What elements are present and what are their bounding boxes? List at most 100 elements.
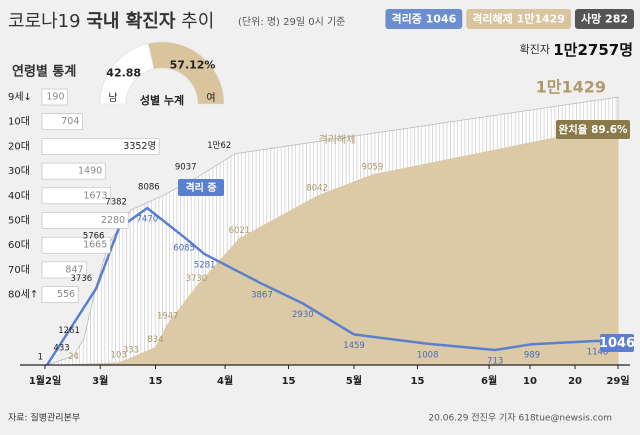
y-tick-label: 60대 <box>8 239 30 251</box>
x-tick-label: 15 <box>410 376 424 387</box>
y-tick-label: 50대 <box>8 215 30 227</box>
value-label: 847 <box>65 264 83 275</box>
total-value: 1만2757명 <box>553 41 633 59</box>
bar <box>41 286 79 303</box>
summary-item: 격리해제 1만1429 <box>466 9 571 29</box>
x-tick-label: 4월 <box>217 375 233 387</box>
bar <box>41 162 106 180</box>
value-label: 1만62 <box>207 141 231 151</box>
annotation: 완치율 89.6% <box>558 123 628 136</box>
value-label: 6021 <box>229 226 251 236</box>
end-label: 1만1429 <box>536 78 606 97</box>
age-title: 연령별 통계 <box>12 64 76 80</box>
value-label: 3352명 <box>123 141 156 152</box>
summary-text: 사망 282 <box>581 12 628 26</box>
summary-text: 격리해제 1만1429 <box>472 12 565 26</box>
x-tick-label: 5월 <box>346 375 362 387</box>
value-label: 24 <box>68 352 79 362</box>
summary-box <box>574 9 634 29</box>
value-label: 2280 <box>101 215 125 226</box>
bar <box>41 113 83 130</box>
y-tick-label: 9세↓ <box>8 91 32 103</box>
y-tick-label: 80세↑ <box>8 289 38 301</box>
value-label: 1665 <box>83 240 107 251</box>
bar <box>41 236 111 254</box>
value-label: 9059 <box>362 162 384 172</box>
source: 자료: 질병관리본부 <box>8 412 80 424</box>
value-label: 9037 <box>175 163 197 173</box>
x-tick-label: 20 <box>568 376 582 387</box>
value-label: 1673 <box>83 190 107 201</box>
value-label: 5281 <box>194 261 216 271</box>
value-label: 1008 <box>417 350 439 360</box>
value-label: 42.88 <box>106 66 141 79</box>
value-label: 7470 <box>137 215 159 225</box>
title: 코로나19 국내 확진자 추이 <box>8 11 214 32</box>
summary-item: 사망 282 <box>574 9 634 29</box>
value-label: 5766 <box>83 231 105 241</box>
bar <box>41 261 87 279</box>
total-label: 확진자 <box>520 43 550 56</box>
annotation-box <box>178 179 224 196</box>
value-label: 7382 <box>105 197 127 207</box>
annotation: 격리해제 <box>319 133 356 146</box>
value-label: 713 <box>487 357 503 367</box>
value-label: 1148 <box>587 347 609 357</box>
category-label: 여 <box>206 92 215 104</box>
total: 확진자 1만2757명 <box>520 41 633 59</box>
value-label: 1 <box>38 352 43 362</box>
value-label: 2930 <box>292 310 314 320</box>
summary-item: 격리중 1046 <box>385 9 463 29</box>
value-label: 3867 <box>251 290 273 300</box>
value-label: 556 <box>57 289 75 300</box>
x-tick-label: 3월 <box>92 375 108 387</box>
bar <box>41 138 160 155</box>
category-label: 남 <box>108 92 117 104</box>
bar <box>41 88 68 106</box>
value-label: 103 <box>111 350 127 360</box>
credit: 20.06.29 전진우 기자 618tue@newsis.com <box>428 413 612 424</box>
value-label: 704 <box>61 116 79 127</box>
title-emphasis: 국내 확진자 <box>86 11 176 32</box>
overlay: 사망 282 격리해제 1만1429 격리중 1046 1 433 1261 3736 576… <box>38 9 635 367</box>
value-label: 1490 <box>78 166 102 177</box>
value-label: 433 <box>53 343 69 353</box>
bar <box>41 212 129 229</box>
pie-title: 성별 누계 <box>140 93 184 107</box>
x-tick-label: 15 <box>282 376 296 387</box>
bar <box>41 187 111 205</box>
value-label: 1459 <box>343 341 365 351</box>
value-label: 8086 <box>138 183 160 193</box>
value-label: 3730 <box>186 274 208 284</box>
x-tick-label: 6월 <box>481 375 497 387</box>
pie-slice <box>147 41 225 105</box>
title-suffix: 추이 <box>181 11 214 32</box>
summary-box <box>385 9 463 29</box>
age-chart: 9세↓ 190 10대 704 20대 3352명 30대 1490 40대 1673 50대 228… <box>8 88 160 303</box>
value-label: 57.12% <box>170 59 216 72</box>
summary-text: 격리중 1046 <box>391 12 456 26</box>
x-tick-label: 10 <box>523 376 537 387</box>
y-tick-label: 70대 <box>8 264 30 276</box>
value-label: 6085 <box>173 244 195 254</box>
y-tick-label: 10대 <box>8 116 30 128</box>
annotation-box <box>556 120 630 139</box>
value-label: 1261 <box>58 326 80 336</box>
y-tick-label: 40대 <box>8 190 30 202</box>
y-tick-label: 30대 <box>8 165 30 177</box>
end-label-box <box>600 334 634 353</box>
value-label: 3736 <box>71 274 93 284</box>
value-label: 834 <box>147 335 163 345</box>
summary-box <box>466 9 571 29</box>
x-tick-label: 1월2일 <box>29 374 61 387</box>
main-chart: 1월2일 3월 15 4월 15 5월 15 6월 10 20 29일 <box>20 96 630 387</box>
subtitle: (단위: 명) 29일 0시 기준 <box>238 15 345 28</box>
value-label: 1947 <box>157 312 179 322</box>
value-label: 8042 <box>306 184 328 194</box>
x-tick-label: 15 <box>149 376 163 387</box>
end-label: 1046 <box>599 336 635 351</box>
gender-chart: 42.88 남 57.12% 여 성별 누계 <box>99 41 225 107</box>
annotation: 격리 중 <box>185 181 216 194</box>
y-tick-label: 20대 <box>8 140 30 152</box>
